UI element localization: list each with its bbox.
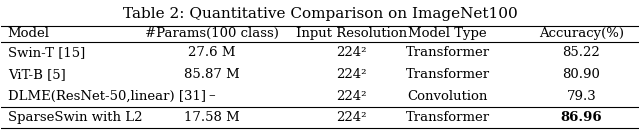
Text: Table 2: Quantitative Comparison on ImageNet100: Table 2: Quantitative Comparison on Imag…: [123, 7, 517, 21]
Text: 224²: 224²: [337, 46, 367, 59]
Text: Model: Model: [8, 27, 50, 40]
Text: 79.3: 79.3: [566, 90, 596, 103]
Text: 85.22: 85.22: [563, 46, 600, 59]
Text: SparseSwin with L2: SparseSwin with L2: [8, 111, 142, 124]
Text: 86.96: 86.96: [561, 111, 602, 124]
Text: Transformer: Transformer: [405, 46, 490, 59]
Text: 224²: 224²: [337, 68, 367, 81]
Text: Transformer: Transformer: [405, 68, 490, 81]
Text: Swin-T [15]: Swin-T [15]: [8, 46, 85, 59]
Text: Transformer: Transformer: [405, 111, 490, 124]
Text: Accuracy(%): Accuracy(%): [539, 27, 624, 40]
Text: 80.90: 80.90: [563, 68, 600, 81]
Text: DLME(ResNet-50,linear) [31]: DLME(ResNet-50,linear) [31]: [8, 90, 206, 103]
Text: 85.87 M: 85.87 M: [184, 68, 239, 81]
Text: Convolution: Convolution: [407, 90, 488, 103]
Text: Model Type: Model Type: [408, 27, 487, 40]
Text: Input Resolution: Input Resolution: [296, 27, 408, 40]
Text: 224²: 224²: [337, 111, 367, 124]
Text: #Params(100 class): #Params(100 class): [145, 27, 278, 40]
Text: 224²: 224²: [337, 90, 367, 103]
Text: ViT-B [5]: ViT-B [5]: [8, 68, 65, 81]
Text: 27.6 M: 27.6 M: [188, 46, 236, 59]
Text: –: –: [209, 90, 215, 103]
Text: 17.58 M: 17.58 M: [184, 111, 239, 124]
